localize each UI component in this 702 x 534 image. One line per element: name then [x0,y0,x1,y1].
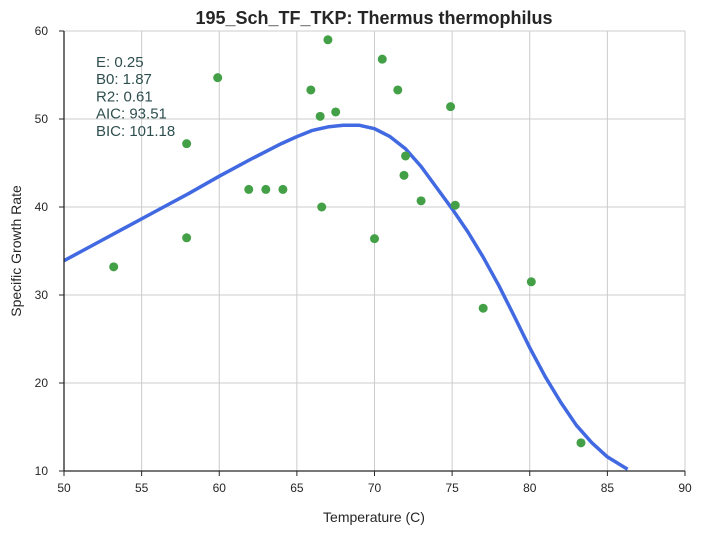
y-axis-label: Specific Growth Rate [8,185,24,317]
chart-title: 195_Sch_TF_TKP: Thermus thermophilus [195,8,552,28]
data-point [446,102,456,112]
y-tick-label: 20 [35,376,49,390]
x-tick-label: 90 [678,481,692,495]
x-tick-label: 55 [135,481,149,495]
y-tick-labels: 10 20 30 40 50 60 [35,24,49,478]
y-tick-label: 60 [35,24,49,38]
data-point [377,54,387,64]
stat-line: BIC: 101.18 [96,123,175,140]
data-point [401,151,411,161]
x-tick-label: 60 [213,481,227,495]
data-point [182,233,192,243]
fit-curve-layer [63,123,629,471]
stat-line: B0: 1.87 [96,71,152,88]
data-points [109,35,586,448]
data-point [331,107,341,117]
stat-line: R2: 0.61 [96,88,153,105]
data-point [317,202,327,212]
data-point [450,200,460,210]
x-tick-label: 85 [601,481,615,495]
grid [63,30,686,472]
data-point [576,438,586,448]
data-point [182,139,192,149]
x-axis-label: Temperature (C) [323,509,425,525]
data-point [393,85,403,95]
data-point [323,35,333,45]
y-tick-label: 10 [35,464,49,478]
data-point [306,85,316,95]
x-tick-label: 80 [523,481,537,495]
data-point [399,170,409,180]
y-tick-label: 30 [35,288,49,302]
data-point [244,184,254,194]
x-tick-label: 65 [290,481,304,495]
data-point [109,262,119,272]
stat-line: AIC: 93.51 [96,106,167,123]
data-point [370,234,379,244]
x-tick-label: 50 [57,481,71,495]
fit-curve [63,123,629,471]
stat-line: E: 0.25 [96,54,144,71]
data-point [416,196,426,206]
x-tick-labels: 50 55 60 65 70 75 80 85 90 [57,481,692,495]
y-tick-label: 40 [35,200,49,214]
x-tick-label: 75 [445,481,459,495]
data-point [213,73,223,83]
data-point [526,277,536,287]
data-point [278,184,288,194]
data-point [478,303,488,313]
y-tick-label: 50 [35,112,49,126]
x-tick-label: 70 [368,481,382,495]
data-point [315,111,325,121]
axes [59,30,686,476]
data-point [261,184,271,194]
